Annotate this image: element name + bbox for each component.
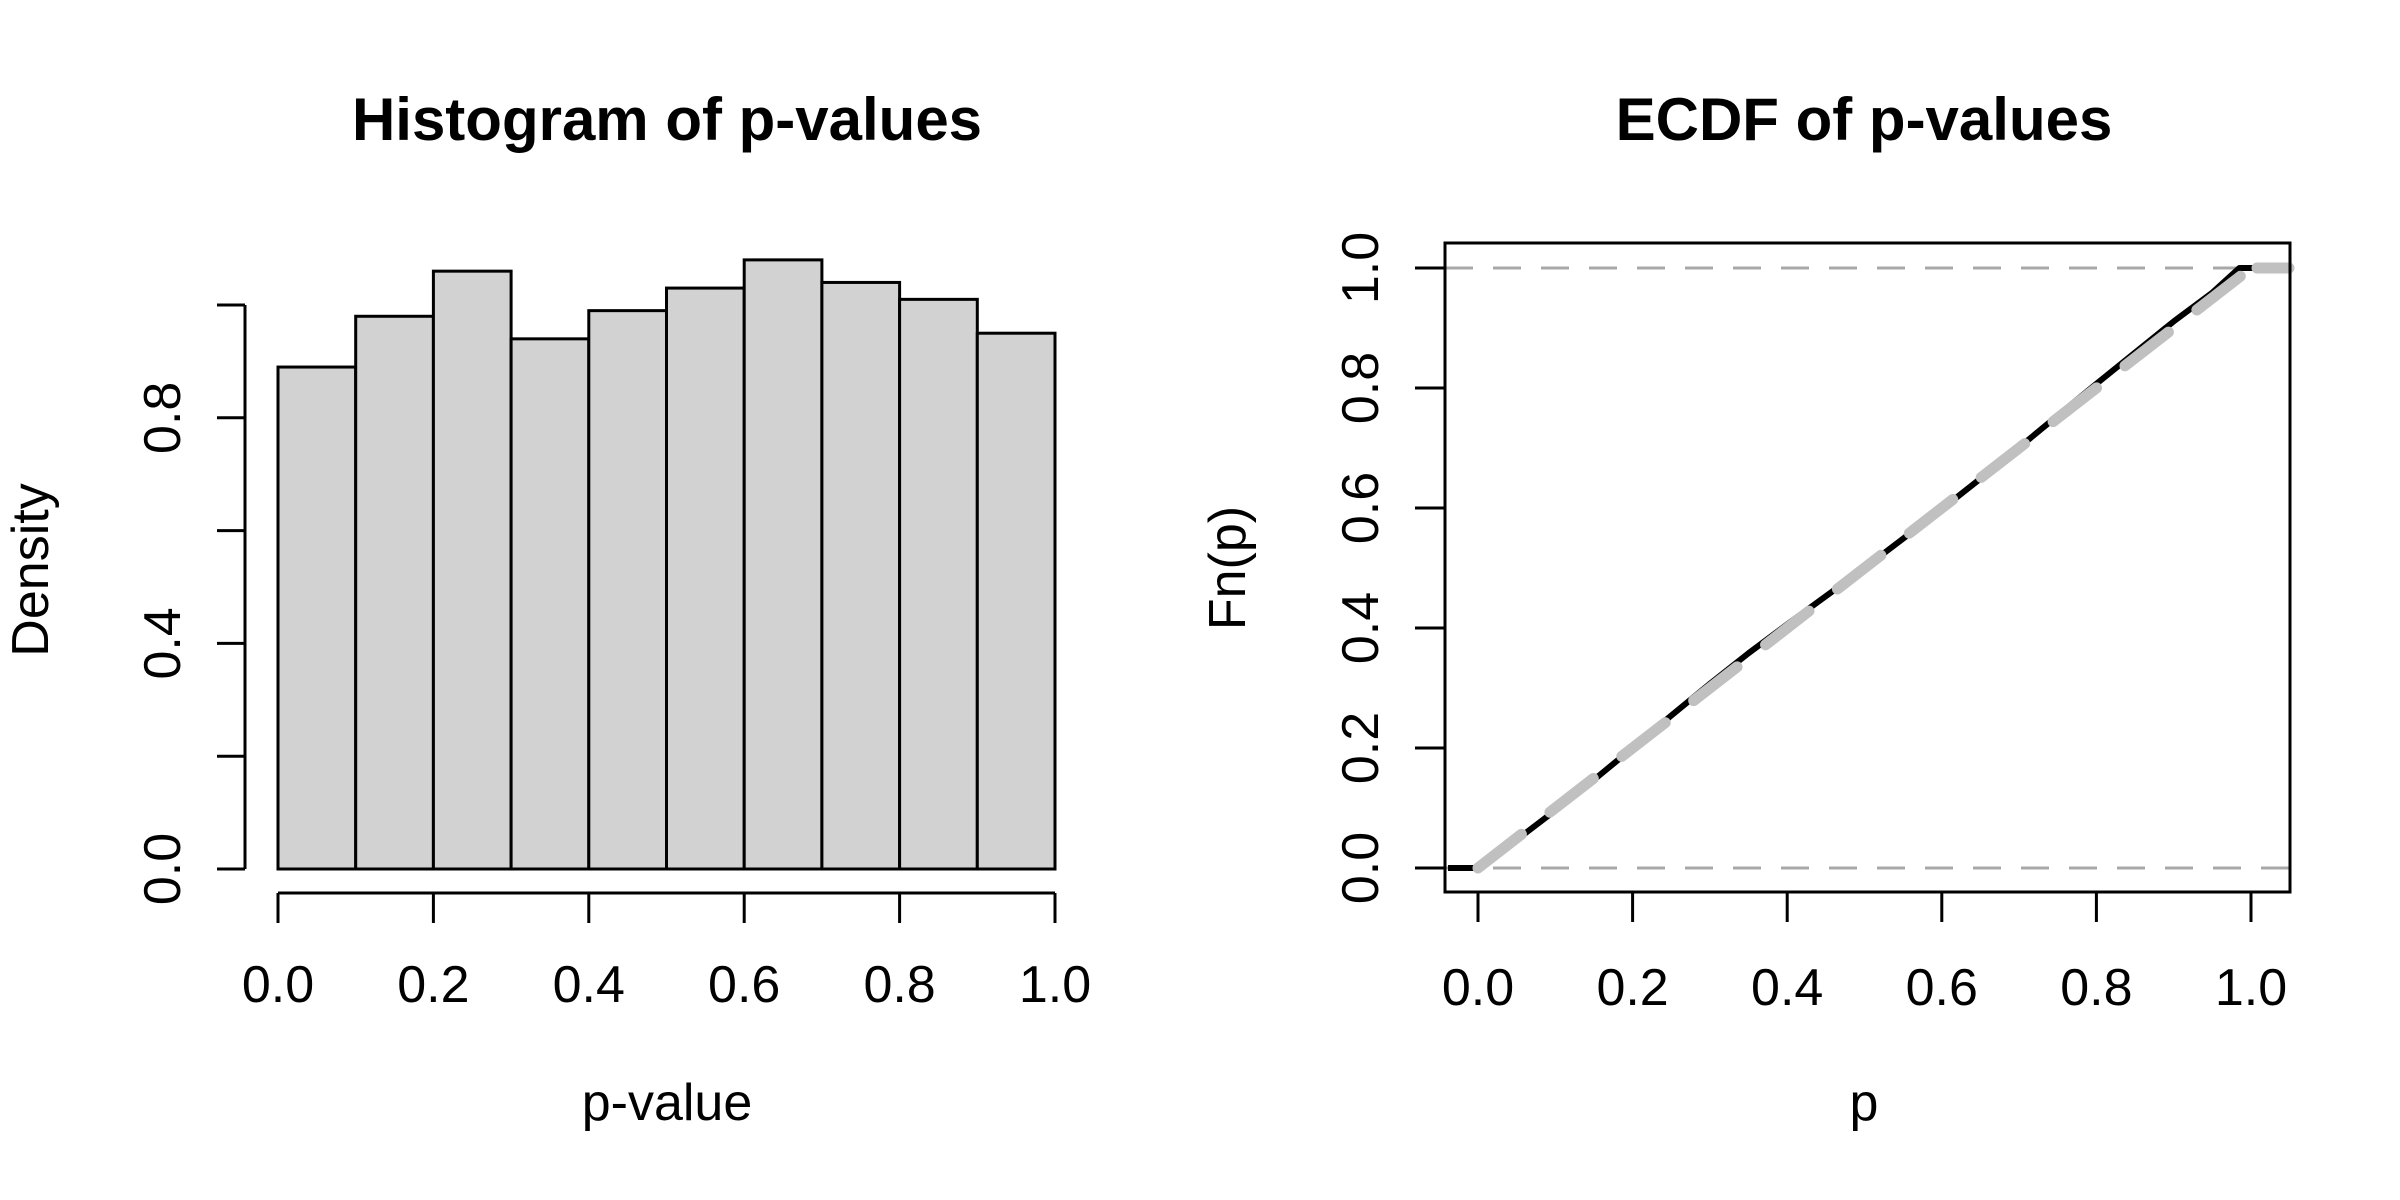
y-tick-label: 0.0 <box>1332 832 1390 904</box>
y-tick-label: 1.0 <box>1332 232 1390 304</box>
histogram-title: Histogram of p-values <box>352 86 982 153</box>
x-tick-label: 0.8 <box>863 956 935 1014</box>
y-tick-label: 0.8 <box>134 382 192 454</box>
ecdf-axes: 0.0 0.2 0.4 0.6 0.8 1.0 0.0 0.2 0.4 0.6 0.8 1.0 <box>1332 232 2292 1017</box>
x-tick-label: 0.4 <box>1751 959 1823 1017</box>
x-tick-label: 1.0 <box>2215 959 2287 1017</box>
ecdf-ylabel: Fn(p) <box>1200 506 1257 630</box>
x-tick-label: 1.0 <box>1019 956 1091 1014</box>
ecdf-panel: ECDF of p-values 0.0 0.2 0.4 0.6 0.8 1.00.00.… <box>1200 86 2295 1132</box>
ecdf-title: ECDF of p-values <box>1616 86 2113 153</box>
histogram-bar <box>975 331 1057 871</box>
x-tick-label: 0.2 <box>397 956 469 1014</box>
x-tick-label: 0.0 <box>1442 959 1514 1017</box>
histogram-ylabel: Density <box>2 483 60 656</box>
x-tick-label: 0.0 <box>242 956 314 1014</box>
histogram-xlabel: p-value <box>582 1074 753 1132</box>
histogram-bar <box>276 365 358 871</box>
histogram-bar <box>509 337 591 871</box>
ecdf-xlabel: p <box>1850 1074 1879 1132</box>
histogram-bar <box>898 297 979 871</box>
histogram-bar <box>354 314 435 871</box>
x-tick-label: 0.2 <box>1596 959 1668 1017</box>
histogram-bar <box>820 280 902 871</box>
plot-box <box>1443 241 2292 894</box>
y-tick-label: 0.2 <box>1332 712 1390 784</box>
histogram-bars <box>276 258 1057 871</box>
y-tick-label: 0.4 <box>134 607 192 679</box>
histogram-bar <box>431 269 513 871</box>
histogram-panel: Histogram of p-values 0.0 0.4 0.8 0.0 0.2 0.4… <box>2 86 1091 1132</box>
y-tick-label: 0.6 <box>1332 472 1390 544</box>
y-tick-label: 0.0 <box>134 833 192 905</box>
uniform-reference-line <box>1472 262 2257 874</box>
histogram-bar <box>587 309 668 871</box>
x-tick-label: 0.6 <box>708 956 780 1014</box>
y-tick-label: 0.8 <box>1332 352 1390 424</box>
histogram-bar <box>665 286 746 871</box>
x-tick-label: 0.8 <box>2060 959 2132 1017</box>
histogram-bar <box>742 258 824 871</box>
histogram-axes: 0.0 0.4 0.8 0.0 0.2 0.4 0.6 0.8 1.0 <box>134 303 1091 1014</box>
y-tick-label: 0.4 <box>1332 592 1390 664</box>
x-tick-label: 0.4 <box>553 956 625 1014</box>
x-tick-label: 0.6 <box>1906 959 1978 1017</box>
ecdf-plot-area <box>1445 262 2295 874</box>
